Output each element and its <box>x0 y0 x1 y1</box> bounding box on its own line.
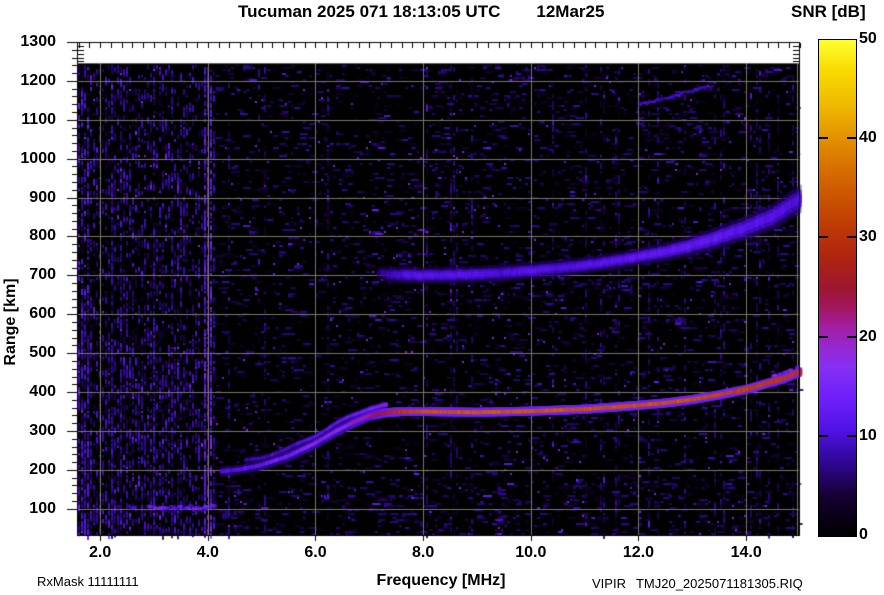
colorbar-tick-mark <box>847 434 856 437</box>
y-tick-label: 1300 <box>20 33 56 50</box>
x-tick-label: 8.0 <box>412 544 435 561</box>
colorbar-tick-mark <box>819 335 828 338</box>
snr-colorbar <box>818 39 857 537</box>
x-tick-label: 4.0 <box>196 544 219 561</box>
colorbar-tick-mark <box>847 335 856 338</box>
colorbar-tick-label: 30 <box>859 228 877 246</box>
colorbar-tick-mark <box>847 137 856 140</box>
y-tick-label: 600 <box>29 305 56 323</box>
file-info: VIPIR TMJ20_2025071181305.RIQ <box>592 576 803 591</box>
instrument-label: VIPIR <box>592 576 626 591</box>
y-tick-label: 400 <box>29 383 56 401</box>
y-tick-label: 1000 <box>20 149 56 167</box>
colorbar-tick-mark <box>819 434 828 437</box>
y-tick-label: 200 <box>29 460 56 478</box>
colorbar-tick-label: 40 <box>859 129 877 147</box>
x-axis-label: Frequency [MHz] <box>376 572 506 589</box>
x-tick-label: 14.0 <box>730 544 762 561</box>
x-tick-label: 12.0 <box>622 544 655 561</box>
ionogram-plot-canvas <box>60 36 808 548</box>
colorbar-tick-mark <box>847 236 856 239</box>
y-tick-label: 900 <box>29 188 56 206</box>
colorbar-tick-mark <box>819 137 828 140</box>
colorbar-tick-label: 0 <box>859 526 868 543</box>
rxmask-label: RxMask 11111111 <box>37 574 139 589</box>
colorbar-title: SNR [dB] <box>791 2 866 21</box>
colorbar-tick-label: 50 <box>859 30 877 47</box>
y-tick-label: 1200 <box>20 71 56 89</box>
filename-label: TMJ20_2025071181305.RIQ <box>635 576 803 591</box>
x-tick-label: 10.0 <box>515 544 547 561</box>
y-tick-label: 800 <box>29 227 56 245</box>
y-tick-label: 300 <box>29 421 56 439</box>
colorbar-tick-label: 10 <box>859 426 877 444</box>
date-label: 12Mar25 <box>536 2 605 21</box>
x-tick-label: 2.0 <box>89 544 112 561</box>
page-title: Tucuman 2025 071 18:13:05 UTC 12Mar25 <box>238 2 604 22</box>
y-tick-label: 1100 <box>21 110 56 128</box>
station-time-label: Tucuman 2025 071 18:13:05 UTC <box>238 2 501 21</box>
x-tick-label: 6.0 <box>304 544 327 561</box>
y-tick-label: 100 <box>29 499 56 517</box>
colorbar-tick-mark <box>819 236 828 239</box>
colorbar-tick-label: 20 <box>859 327 877 345</box>
y-tick-label: 500 <box>29 344 56 362</box>
y-tick-label: 700 <box>29 266 56 284</box>
